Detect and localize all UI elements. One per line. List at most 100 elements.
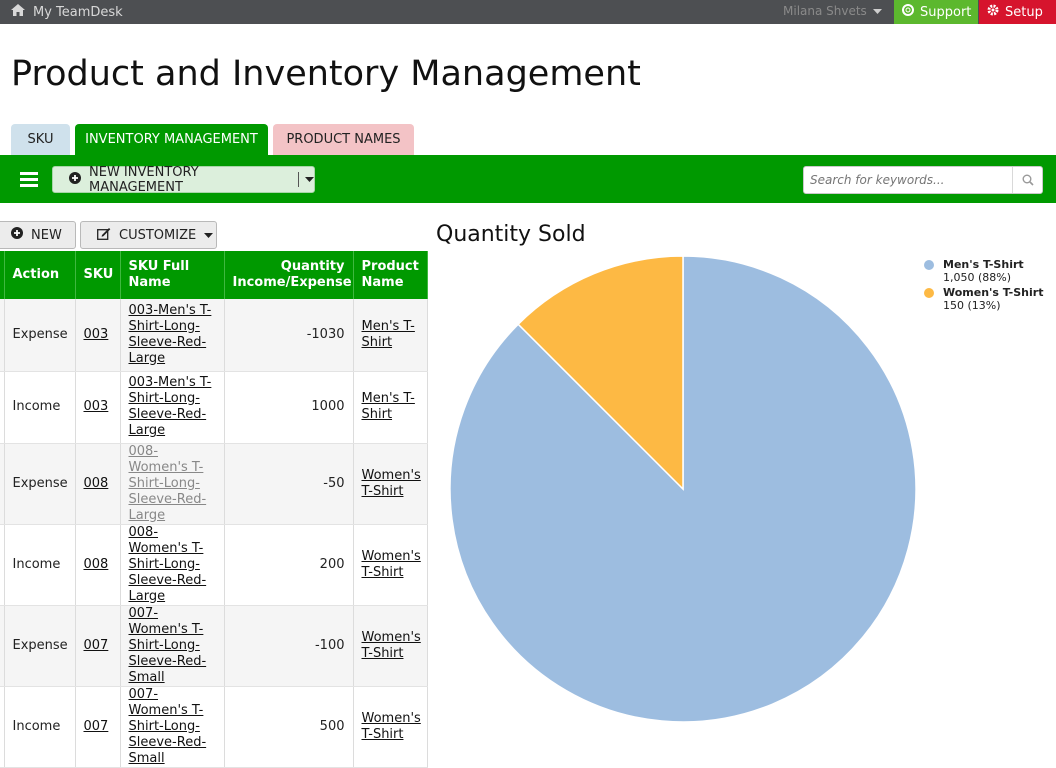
home-link[interactable]: My TeamDesk: [11, 4, 123, 20]
cell-action: Income: [4, 524, 76, 606]
sku-link[interactable]: 003: [83, 399, 109, 414]
table-row[interactable]: Expense 007 007-Women's T-Shirt-Long-Sleev…: [0, 605, 428, 687]
product-name-link[interactable]: Men's T-Shirt: [361, 391, 415, 422]
legend-item[interactable]: Women's T-Shirt 150 (13%): [924, 286, 1043, 312]
plus-circle-icon: [11, 227, 23, 243]
table-row[interactable]: Expense 008 008-Women's T-Shirt-Long-Sleev…: [0, 443, 428, 525]
customize-button[interactable]: CUSTOMIZE: [80, 221, 217, 249]
table-header: Action SKU SKU Full Name Quantity Income…: [0, 251, 428, 299]
sku-link[interactable]: 007: [83, 637, 109, 653]
inventory-table: Action SKU SKU Full Name Quantity Income…: [0, 251, 428, 768]
cell-action: Income: [4, 371, 76, 444]
legend-item[interactable]: Men's T-Shirt 1,050 (88%): [924, 258, 1043, 284]
legend-swatch: [924, 260, 934, 270]
new-inventory-management-label: NEW INVENTORY MANAGEMENT: [89, 164, 199, 195]
setup-label: Setup: [1005, 4, 1043, 20]
sku-full-name-link[interactable]: 007-Women's T-Shirt-Long-Sleeve-Red-Smal…: [128, 686, 207, 766]
tab-product-names[interactable]: PRODUCT NAMES: [273, 124, 414, 155]
cell-sku: 003: [75, 371, 121, 444]
chevron-down-icon: [872, 4, 882, 18]
cell-sku: 007: [75, 686, 121, 768]
cell-sku-full-name: 007-Women's T-Shirt-Long-Sleeve-Red-Smal…: [120, 686, 225, 768]
tab-inventory-management[interactable]: INVENTORY MANAGEMENT: [75, 124, 268, 155]
table-row[interactable]: Income 007 007-Women's T-Shirt-Long-Sleeve…: [0, 686, 428, 768]
sku-full-name-link[interactable]: 008-Women's T-Shirt-Long-Sleeve-Red-Larg…: [128, 524, 207, 604]
legend-label: Men's T-Shirt: [943, 258, 1024, 271]
support-button[interactable]: Support: [894, 0, 978, 24]
sku-full-name-link[interactable]: 003-Men's T-Shirt-Long-Sleeve-Red-Large: [128, 375, 212, 438]
cell-product-name: Women's T-Shirt: [353, 443, 428, 525]
cell-sku-full-name: 008-Women's T-Shirt-Long-Sleeve-Red-Larg…: [120, 443, 225, 525]
sku-link[interactable]: 007: [83, 718, 109, 734]
product-name-link[interactable]: Women's T-Shirt: [361, 710, 421, 742]
gear-icon: [987, 4, 999, 20]
search-input[interactable]: [804, 167, 1012, 193]
search-button[interactable]: [1012, 167, 1042, 193]
cell-sku-full-name: 007-Women's T-Shirt-Long-Sleeve-Red-Smal…: [120, 605, 225, 687]
cell-product-name: Men's T-Shirt: [353, 299, 428, 372]
page-title: Product and Inventory Management: [11, 54, 641, 94]
product-name-link[interactable]: Women's T-Shirt: [361, 629, 421, 661]
cell-product-name: Women's T-Shirt: [353, 686, 428, 768]
new-label: NEW: [31, 227, 62, 243]
sku-link[interactable]: 008: [83, 556, 109, 572]
cell-sku-full-name: 003-Men's T-Shirt-Long-Sleeve-Red-Large: [120, 299, 225, 372]
edit-icon: [97, 227, 111, 244]
customize-label: CUSTOMIZE: [119, 227, 197, 243]
column-header-sku-full-name[interactable]: SKU Full Name: [120, 251, 225, 299]
user-menu[interactable]: Milana Shvets: [783, 4, 882, 18]
row-handle[interactable]: [0, 524, 5, 606]
sku-full-name-link[interactable]: 003-Men's T-Shirt-Long-Sleeve-Red-Large: [128, 302, 212, 366]
legend-label: Women's T-Shirt: [943, 286, 1044, 299]
caret-down-icon[interactable]: [305, 172, 314, 187]
legend-swatch: [924, 288, 934, 298]
cell-sku: 008: [75, 524, 121, 606]
cell-quantity: -100: [224, 605, 354, 687]
pie-chart: [449, 255, 917, 723]
row-handle-header: [0, 251, 5, 299]
support-label: Support: [920, 4, 972, 20]
plus-circle-icon: [69, 171, 81, 188]
cell-quantity: -50: [224, 443, 354, 525]
user-name: Milana Shvets: [783, 4, 867, 18]
chart-legend: Men's T-Shirt 1,050 (88%) Women's T-Shirt 1…: [924, 258, 1043, 314]
table-row[interactable]: Income 003 003-Men's T-Shirt-Long-Sleeve-R…: [0, 371, 428, 444]
column-header-product-name[interactable]: Product Name: [353, 251, 428, 299]
hamburger-icon[interactable]: [20, 172, 38, 187]
column-header-action[interactable]: Action: [4, 251, 76, 299]
product-name-link[interactable]: Men's T-Shirt: [361, 318, 415, 350]
sku-full-name-link[interactable]: 008-Women's T-Shirt-Long-Sleeve-Red-Larg…: [128, 443, 207, 523]
divider: [298, 172, 299, 187]
row-handle[interactable]: [0, 605, 5, 687]
home-icon: [11, 4, 25, 20]
table-row[interactable]: Expense 003 003-Men's T-Shirt-Long-Sleeve-…: [0, 299, 428, 372]
table-row[interactable]: Income 008 008-Women's T-Shirt-Long-Sleeve…: [0, 524, 428, 606]
product-name-link[interactable]: Women's T-Shirt: [361, 467, 421, 499]
column-header-quantity[interactable]: Quantity Income/Expense: [224, 251, 354, 299]
cell-sku: 007: [75, 605, 121, 687]
column-header-sku[interactable]: SKU: [75, 251, 121, 299]
pie-slice-women-s-t-shirt[interactable]: [517, 255, 684, 491]
sku-link[interactable]: 003: [83, 326, 109, 342]
cell-quantity: 500: [224, 686, 354, 768]
caret-down-icon: [204, 228, 214, 243]
lifebuoy-icon: [902, 4, 914, 20]
cell-sku: 003: [75, 299, 121, 372]
view-toolbar: NEW INVENTORY MANAGEMENT: [0, 155, 1056, 203]
row-handle[interactable]: [0, 443, 5, 525]
legend-value: 1,050 (88%): [943, 271, 1012, 284]
cell-sku-full-name: 008-Women's T-Shirt-Long-Sleeve-Red-Larg…: [120, 524, 225, 606]
cell-product-name: Women's T-Shirt: [353, 605, 428, 687]
tab-sku[interactable]: SKU: [11, 124, 70, 155]
legend-value: 150 (13%): [943, 299, 1001, 312]
new-inventory-management-button[interactable]: NEW INVENTORY MANAGEMENT: [52, 164, 315, 195]
row-handle[interactable]: [0, 371, 5, 444]
row-handle[interactable]: [0, 299, 5, 372]
sku-full-name-link[interactable]: 007-Women's T-Shirt-Long-Sleeve-Red-Smal…: [128, 605, 207, 685]
new-record-button[interactable]: NEW: [0, 221, 76, 249]
top-bar: My TeamDesk Milana Shvets Support Setup: [0, 0, 1056, 24]
sku-link[interactable]: 008: [83, 475, 109, 491]
cell-product-name: Men's T-Shirt: [353, 371, 428, 444]
setup-button[interactable]: Setup: [979, 0, 1056, 24]
product-name-link[interactable]: Women's T-Shirt: [361, 548, 421, 580]
